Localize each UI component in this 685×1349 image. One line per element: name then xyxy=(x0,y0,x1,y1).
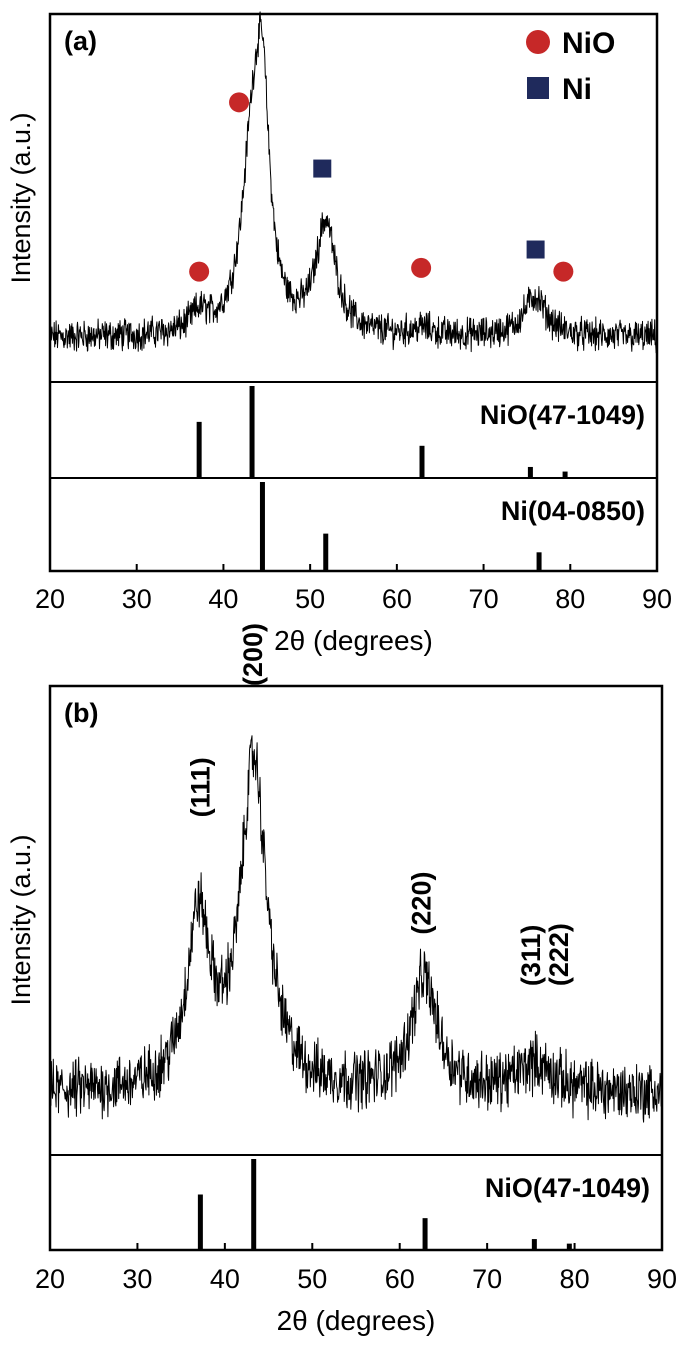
xrd-trace xyxy=(49,11,658,354)
panel-a: NiO(47-1049) Ni(04-0850) 20 30 40 50 60 70 80 90 2… xyxy=(6,11,672,656)
x-tick-label: 20 xyxy=(35,1264,65,1294)
panel-label: (a) xyxy=(64,26,97,56)
reference-panel: NiO(47-1049) xyxy=(196,386,645,478)
legend-square-icon xyxy=(527,77,549,99)
ni-marker xyxy=(526,240,545,259)
x-tick-label: 80 xyxy=(560,1264,590,1294)
x-tick-label: 40 xyxy=(208,584,238,614)
x-tick-label: 20 xyxy=(35,584,65,614)
legend-circle-icon xyxy=(526,30,550,54)
peak-label: (220) xyxy=(407,872,437,935)
x-tick-label: 70 xyxy=(469,584,499,614)
nio-marker xyxy=(553,261,574,282)
xrd-trace xyxy=(49,735,663,1123)
x-tick-label: 90 xyxy=(642,584,672,614)
x-tick-label: 90 xyxy=(647,1264,677,1294)
x-tick-label: 50 xyxy=(295,584,325,614)
nio-marker xyxy=(189,261,210,282)
reference-label: NiO(47-1049) xyxy=(485,1173,650,1203)
legend-entry-label: NiO xyxy=(562,27,615,60)
panel-label: (b) xyxy=(64,698,98,728)
reference-panel: NiO(47-1049) xyxy=(197,1159,650,1250)
peak-label: (111) xyxy=(185,757,215,817)
peak-label: (311) xyxy=(516,925,546,987)
x-tick-label: 60 xyxy=(385,1264,415,1294)
peak-label: (200) xyxy=(238,623,268,686)
nio-marker xyxy=(229,92,250,113)
x-tick-label: 30 xyxy=(122,1264,152,1294)
plot-frame xyxy=(48,684,664,1252)
ni-marker xyxy=(313,159,332,178)
reference-label: Ni(04-0850) xyxy=(501,496,645,526)
legend: NiO Ni xyxy=(526,27,615,106)
x-tick-label: 30 xyxy=(122,584,152,614)
reference-panel: Ni(04-0850) xyxy=(259,482,645,571)
reference-label: NiO(47-1049) xyxy=(480,400,645,430)
x-tick-label: 40 xyxy=(210,1264,240,1294)
x-tick-label: 70 xyxy=(472,1264,502,1294)
x-axis-label: 2θ (degrees) xyxy=(277,1305,436,1336)
y-axis-label: Intensity (a.u.) xyxy=(6,112,36,283)
panel-b: NiO(47-1049) 20 30 40 50 60 70 80 90 2θ (degrees)… xyxy=(6,623,677,1336)
x-tick-label: 50 xyxy=(297,1264,327,1294)
y-axis-label: Intensity (a.u.) xyxy=(6,834,36,1005)
peak-label: (222) xyxy=(544,923,574,986)
x-tick-label: 60 xyxy=(382,584,412,614)
nio-marker xyxy=(411,257,432,278)
x-tick-label: 80 xyxy=(555,584,585,614)
x-axis-label: 2θ (degrees) xyxy=(274,625,433,656)
plot-frame xyxy=(48,12,659,573)
legend-entry-label: Ni xyxy=(562,73,592,106)
